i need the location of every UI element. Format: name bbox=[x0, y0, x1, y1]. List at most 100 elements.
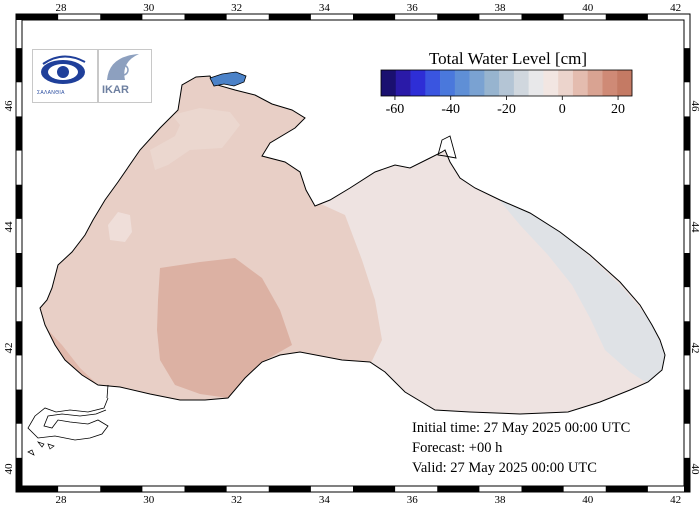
wave-logo-icon bbox=[107, 54, 139, 80]
legend-tick-label: -20 bbox=[497, 102, 516, 117]
frame-bar-bottom bbox=[268, 486, 311, 492]
x-tick-label-bottom: 28 bbox=[56, 494, 68, 506]
legend-swatch bbox=[454, 70, 470, 96]
frame-bar-top bbox=[100, 14, 143, 20]
x-tick-label-bottom: 38 bbox=[495, 494, 507, 506]
y-tick-label-right: 42 bbox=[689, 343, 700, 354]
frame-bar-right bbox=[684, 253, 690, 288]
legend-tick-label: -60 bbox=[386, 102, 405, 117]
frame-bar-bottom bbox=[16, 486, 59, 492]
x-tick-label-top: 36 bbox=[407, 2, 419, 14]
legend-title: Total Water Level [cm] bbox=[429, 49, 587, 68]
legend-swatch bbox=[543, 70, 559, 96]
x-tick-label-bottom: 32 bbox=[231, 494, 242, 506]
frame-bar-right bbox=[684, 184, 690, 219]
bosphorus-line bbox=[106, 384, 109, 399]
y-tick-label-right: 44 bbox=[689, 222, 700, 234]
legend-swatch bbox=[528, 70, 544, 96]
marmara-coastline bbox=[27, 397, 109, 441]
x-tick-label-bottom: 42 bbox=[670, 494, 681, 506]
legend-swatch bbox=[425, 70, 441, 96]
frame-bar-top bbox=[605, 14, 648, 20]
frame-bar-right bbox=[684, 389, 690, 424]
frame-bar-left bbox=[16, 321, 22, 356]
legend-swatch bbox=[587, 70, 603, 96]
color-legend-bar bbox=[380, 69, 633, 97]
frame-bar-left bbox=[16, 184, 22, 219]
legend-tick-label: 0 bbox=[559, 102, 566, 117]
forecast-text: Forecast: +00 h bbox=[412, 440, 503, 456]
field-patch-sw bbox=[48, 330, 98, 385]
frame-bar-right bbox=[684, 321, 690, 356]
x-tick-label-top: 32 bbox=[231, 2, 242, 14]
x-tick-label-bottom: 36 bbox=[407, 494, 419, 506]
x-tick-label-top: 40 bbox=[582, 2, 594, 14]
frame-bar-top bbox=[268, 14, 311, 20]
frame-bar-left bbox=[16, 48, 22, 83]
x-tick-label-bottom: 30 bbox=[143, 494, 155, 506]
legend-swatch bbox=[381, 70, 397, 96]
field-central-high bbox=[157, 258, 292, 398]
legend-tick-label: -40 bbox=[441, 102, 460, 117]
x-tick-label-bottom: 40 bbox=[582, 494, 594, 506]
y-tick-label-left: 44 bbox=[3, 221, 15, 233]
frame-bar-top bbox=[16, 14, 59, 20]
y-tick-label-right: 46 bbox=[689, 101, 700, 113]
eye-logo-icon bbox=[41, 55, 86, 84]
y-tick-label-left: 46 bbox=[3, 100, 15, 112]
frame-bar-bottom bbox=[100, 486, 143, 492]
x-tick-label-top: 42 bbox=[670, 2, 681, 14]
y-tick-labels-left: 40 42 44 46 bbox=[3, 100, 15, 475]
kerch-strait-outline bbox=[437, 135, 457, 159]
frame-bar-bottom bbox=[605, 486, 648, 492]
legend-swatch bbox=[395, 70, 411, 96]
x-tick-labels-top: 28 30 32 34 36 38 40 42 bbox=[56, 2, 682, 14]
legend-tick-label: 20 bbox=[611, 102, 625, 117]
frame-bar-right bbox=[684, 48, 690, 83]
field-east-coast bbox=[495, 195, 665, 385]
legend-swatch bbox=[602, 70, 618, 96]
frame-bar-left bbox=[16, 253, 22, 288]
x-tick-label-top: 34 bbox=[319, 2, 331, 14]
logo-left-text: ΣΑΛΑΝΘΙΑ bbox=[37, 90, 65, 96]
x-tick-labels-bottom: 28 30 32 34 36 38 40 42 bbox=[56, 494, 682, 506]
legend-swatch bbox=[410, 70, 426, 96]
legend-swatch bbox=[440, 70, 456, 96]
institution-logo-left: ΣΑΛΑΝΘΙΑ bbox=[32, 49, 98, 103]
frame-bar-bottom bbox=[437, 486, 480, 492]
x-tick-label-top: 38 bbox=[495, 2, 507, 14]
legend-swatch bbox=[558, 70, 574, 96]
legend-swatch bbox=[572, 70, 589, 96]
legend-swatch bbox=[513, 70, 529, 96]
frame-bar-top bbox=[184, 14, 227, 20]
frame-bar-top bbox=[437, 14, 480, 20]
valid-time-text: Valid: 27 May 2025 00:00 UTC bbox=[412, 460, 597, 476]
frame-bar-right bbox=[684, 457, 690, 492]
x-tick-label-top: 28 bbox=[56, 2, 68, 14]
initial-time-text: Initial time: 27 May 2025 00:00 UTC bbox=[412, 420, 631, 436]
frame-checker-bars bbox=[16, 14, 690, 492]
frame-bar-left bbox=[16, 457, 22, 492]
aegean-islands bbox=[27, 441, 55, 456]
x-tick-label-bottom: 34 bbox=[319, 494, 331, 506]
legend-swatch bbox=[499, 70, 515, 96]
legend-swatch bbox=[617, 70, 633, 96]
frame-bar-bottom bbox=[184, 486, 227, 492]
y-tick-label-right: 40 bbox=[689, 464, 700, 476]
y-tick-label-left: 42 bbox=[3, 343, 15, 354]
frame-bar-bottom bbox=[521, 486, 564, 492]
x-tick-label-top: 30 bbox=[143, 2, 155, 14]
frame-bar-right bbox=[684, 116, 690, 151]
frame-bar-top bbox=[353, 14, 396, 20]
frame-bar-bottom bbox=[353, 486, 396, 492]
legend-tick-labels: -60 -40 -20 0 20 bbox=[386, 96, 625, 117]
y-tick-labels-right: 40 42 44 46 bbox=[689, 101, 700, 476]
logo-right-text: IKAR bbox=[102, 84, 129, 96]
y-tick-label-left: 40 bbox=[3, 463, 15, 475]
field-patch-nw bbox=[150, 108, 240, 170]
institution-logo-right: IKAR bbox=[98, 49, 152, 103]
legend-swatch bbox=[484, 70, 500, 96]
frame-bar-left bbox=[16, 116, 22, 151]
field-patch-w bbox=[108, 212, 132, 242]
